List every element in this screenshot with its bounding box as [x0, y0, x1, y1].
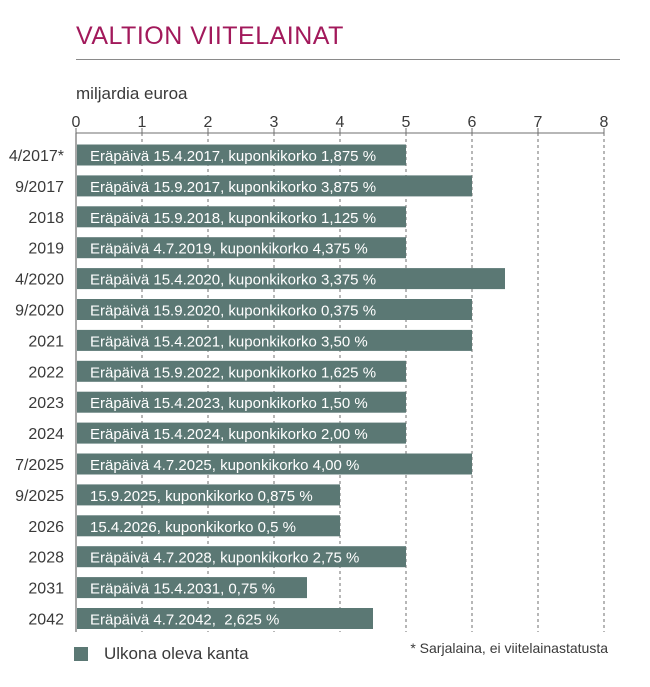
x-tick-label: 6 [468, 114, 477, 131]
bar [77, 391, 406, 413]
bar [77, 329, 472, 351]
category-label: 2019 [28, 241, 64, 258]
bar-label: 15.4.2026, kuponkikorko 0,5 % [90, 519, 296, 536]
category-label: 2026 [28, 519, 64, 536]
bar-label: Eräpäivä 15.4.2023, kuponkikorko 1,50 % [90, 395, 368, 412]
bar [77, 577, 307, 599]
bar-label: Eräpäivä 15.9.2017, kuponkikorko 3,875 % [90, 179, 376, 196]
x-tick-label: 0 [72, 114, 81, 131]
category-label: 4/2017* [9, 148, 64, 165]
bar-label: Eräpäivä 15.4.2031, 0,75 % [90, 581, 275, 598]
bar [77, 515, 340, 537]
bar [77, 484, 340, 506]
bar-label: Eräpäivä 15.4.2017, kuponkikorko 1,875 % [90, 148, 376, 165]
bar-label: Eräpäivä 4.7.2025, kuponkikorko 4,00 % [90, 457, 359, 474]
category-label: 2042 [28, 612, 64, 629]
title-divider [76, 59, 620, 60]
x-tick-label: 4 [336, 114, 345, 131]
x-axis-unit-label: miljardia euroa [76, 84, 188, 103]
bar-label: Eräpäivä 15.9.2020, kuponkikorko 0,375 % [90, 303, 376, 320]
x-tick-label: 1 [138, 114, 147, 131]
bar [77, 608, 373, 629]
x-tick-label: 2 [204, 114, 213, 131]
bar [77, 206, 406, 228]
bar [77, 546, 406, 568]
bar-label: Eräpäivä 4.7.2019, kuponkikorko 4,375 % [90, 241, 368, 258]
x-tick-label: 5 [402, 114, 411, 131]
legend-swatch [74, 647, 88, 661]
bar-label: Eräpäivä 15.4.2021, kuponkikorko 3,50 % [90, 333, 368, 350]
category-label: 2031 [28, 581, 64, 598]
bar [77, 360, 406, 382]
bar [77, 453, 472, 475]
category-label: 2024 [28, 426, 64, 443]
category-label: 9/2020 [15, 303, 64, 320]
category-label: 4/2020 [15, 272, 64, 289]
bar [77, 175, 472, 197]
category-label: 2028 [28, 550, 64, 567]
bar [77, 144, 406, 166]
bar [77, 299, 472, 320]
bar-label: Eräpäivä 15.9.2022, kuponkikorko 1,625 % [90, 364, 376, 381]
legend-label: Ulkona oleva kanta [104, 644, 249, 663]
category-label: 2018 [28, 210, 64, 227]
bar-label: 15.9.2025, kuponkikorko 0,875 % [90, 488, 313, 505]
bar-label: Eräpäivä 4.7.2042, 2,625 % [90, 612, 279, 629]
bar-label: Eräpäivä 15.9.2018, kuponkikorko 1,125 % [90, 210, 376, 227]
x-tick-label: 3 [270, 114, 279, 131]
bar [77, 237, 406, 259]
bar [77, 422, 406, 444]
bar-label: Eräpäivä 4.7.2028, kuponkikorko 2,75 % [90, 550, 359, 567]
category-label: 2023 [28, 395, 64, 412]
category-label: 2021 [28, 333, 64, 350]
bar-label: Eräpäivä 15.4.2020, kuponkikorko 3,375 % [90, 272, 376, 289]
category-label: 9/2025 [15, 488, 64, 505]
bar [77, 268, 505, 290]
x-tick-label: 7 [534, 114, 543, 131]
category-label: 2022 [28, 364, 64, 381]
category-label: 9/2017 [15, 179, 64, 196]
footnote: * Sarjalaina, ei viitelainastatusta [410, 640, 608, 656]
x-tick-label: 8 [600, 114, 609, 131]
category-label: 7/2025 [15, 457, 64, 474]
legend: Ulkona oleva kanta [74, 644, 249, 664]
chart-title: VALTION VIITELAINAT [76, 22, 344, 50]
bar-label: Eräpäivä 15.4.2024, kuponkikorko 2,00 % [90, 426, 368, 443]
